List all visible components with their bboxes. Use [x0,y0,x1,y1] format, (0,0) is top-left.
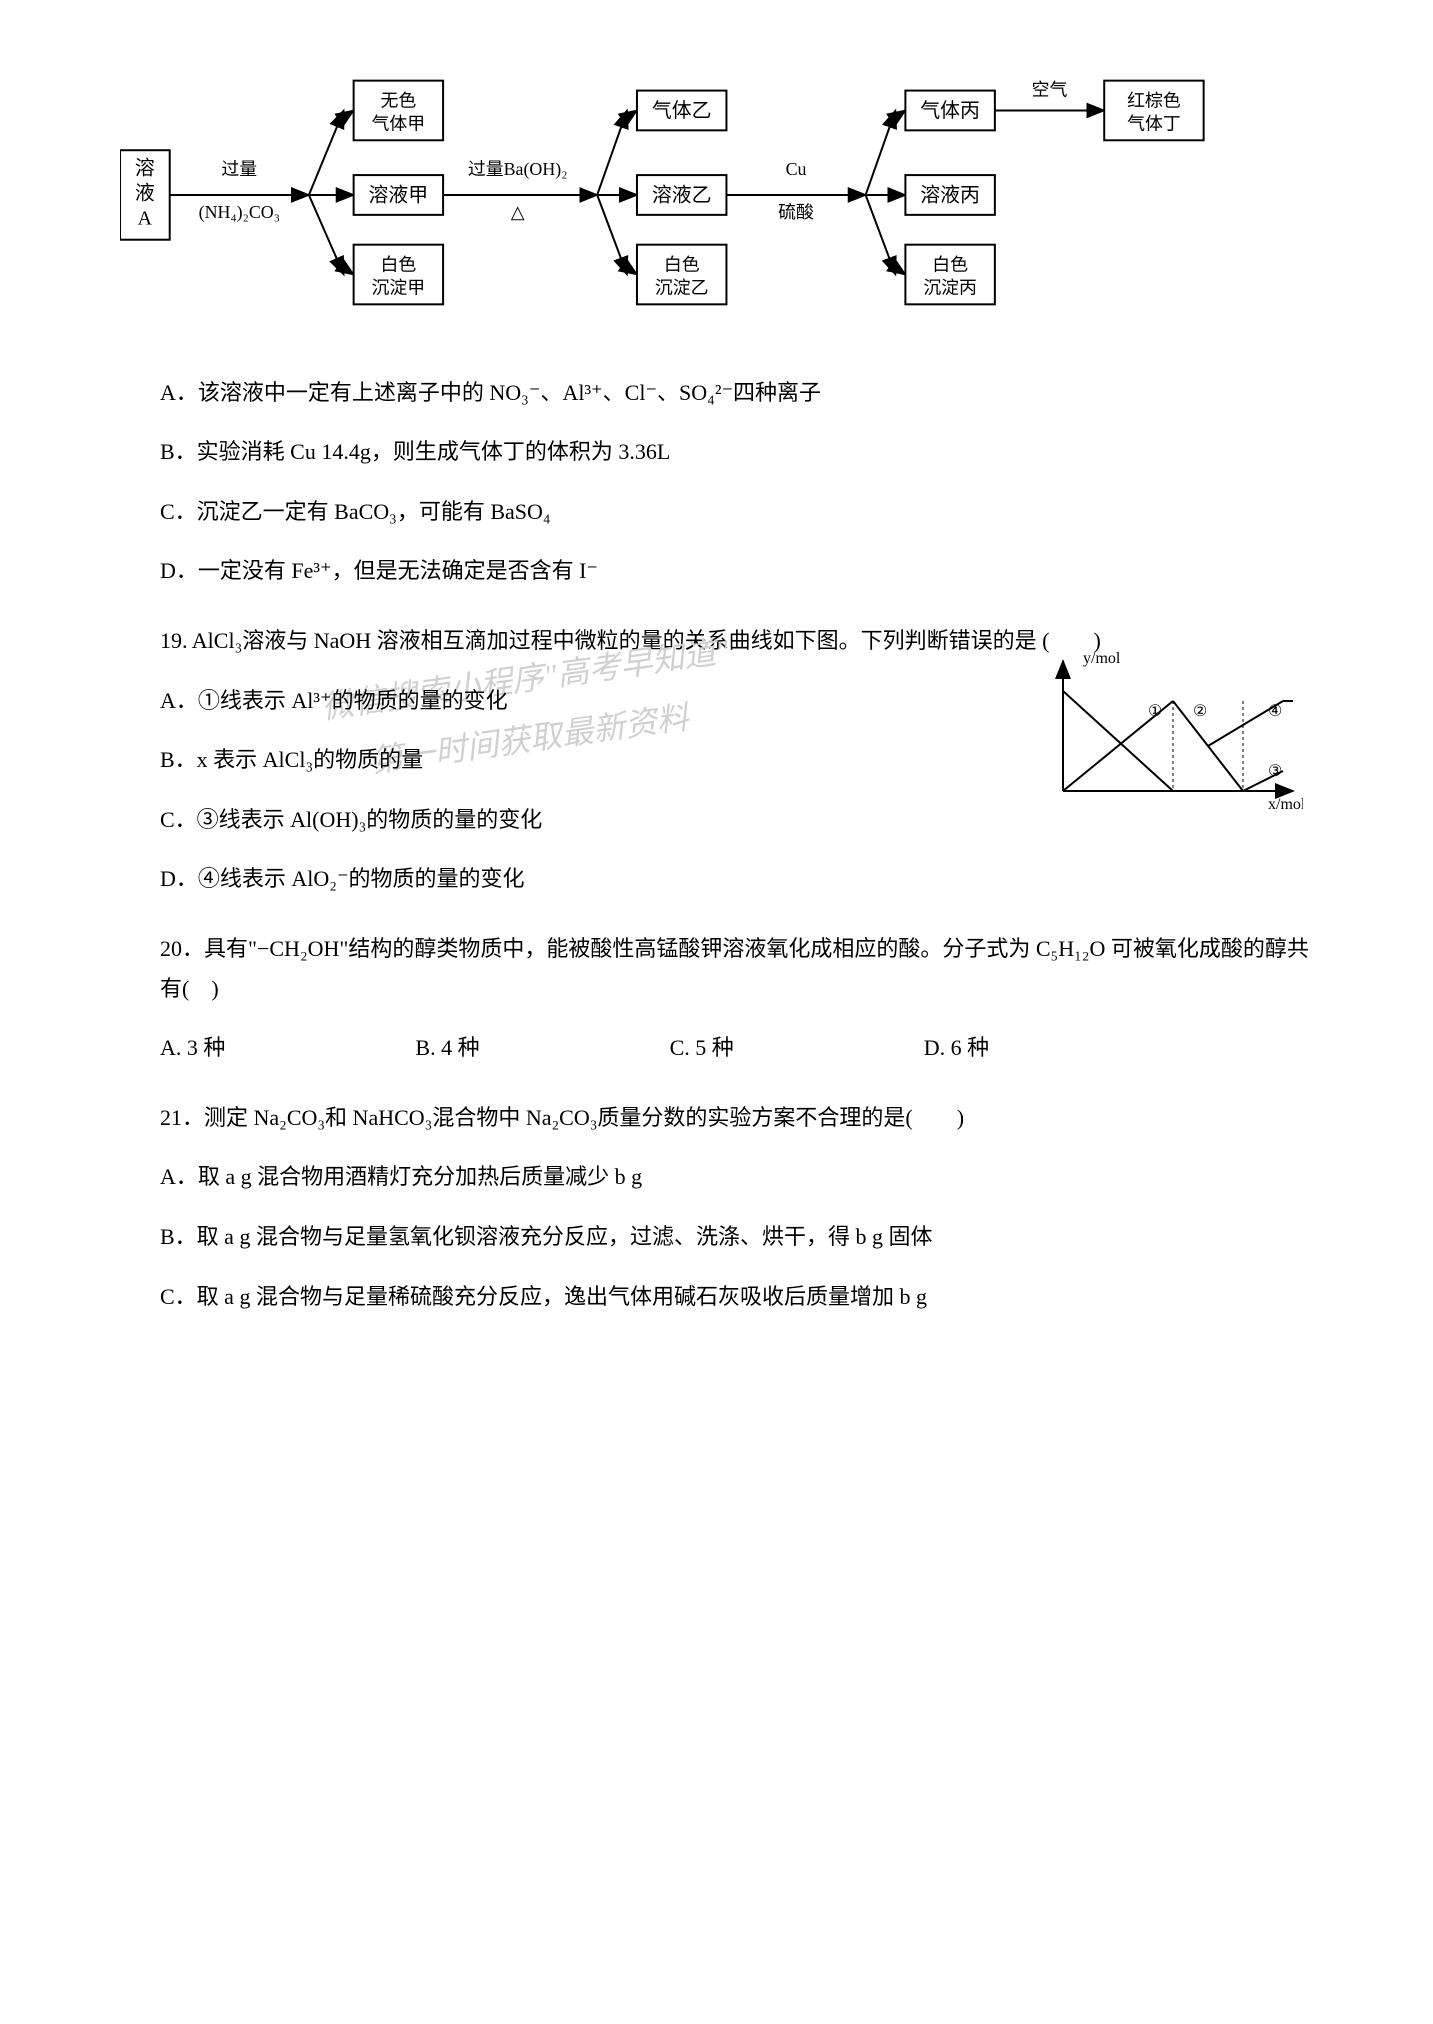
graph-ylabel: y/mol [1083,651,1121,667]
reagent-step2-bottom: △ [511,202,525,222]
q19-option-c: C．③线表示 Al(OH)₃的物质的量的变化 [120,800,1313,840]
reagent-step2-top: 过量Ba(OH)₂ [468,159,568,180]
box-solution-jia: 溶液甲 [369,185,429,207]
box-gas-yi: 气体乙 [652,100,712,122]
q19-option-d: D．④线表示 AlO₂⁻的物质的量的变化 [120,859,1313,899]
box-solution-bing: 溶液丙 [920,185,980,207]
reagent-step3-top: Cu [786,159,807,179]
reagent-step4: 空气 [1032,80,1068,100]
box-gas-bing: 气体丙 [920,100,980,122]
q18-option-c: C．沉淀乙一定有 BaCO₃，可能有 BaSO₄ [120,492,1313,532]
reagent-step3-bottom: 硫酸 [778,202,814,222]
q18-option-d: D．一定没有 Fe³⁺，但是无法确定是否含有 I⁻ [120,551,1313,591]
q20-option-c: C. 5 种 [670,1028,734,1068]
box-gas-ding-1: 红棕色 [1127,91,1181,111]
q18-option-a: A．该溶液中一定有上述离子中的 NO₃⁻、Al³⁺、Cl⁻、SO₄²⁻四种离子 [120,373,1313,413]
box-precipitate-yi-2: 沉淀乙 [655,278,709,298]
box-solution-a-1: 溶 [135,158,155,180]
box-gas-ding-2: 气体丁 [1127,113,1181,133]
q20-option-a: A. 3 种 [160,1028,225,1068]
box-precipitate-jia-1: 白色 [380,255,416,275]
reagent-step1-bottom: (NH₄)₂CO₃ [199,202,280,223]
q21-option-b: B．取 a g 混合物与足量氢氧化钡溶液充分反应，过滤、洗涤、烘干，得 b g … [120,1217,1313,1257]
box-precipitate-bing-2: 沉淀丙 [923,278,977,298]
reagent-step1-top: 过量 [221,159,257,179]
box-gas-jia-2: 气体甲 [372,113,426,133]
q21-stem: 21．测定 Na₂CO₃和 NaHCO₃混合物中 Na₂CO₃质量分数的实验方案… [120,1098,1313,1138]
box-solution-a-3: A [138,207,153,229]
q20-options: A. 3 种 B. 4 种 C. 5 种 D. 6 种 [120,1028,1313,1068]
q20-option-b: B. 4 种 [415,1028,479,1068]
box-precipitate-bing-1: 白色 [932,255,968,275]
box-precipitate-yi-1: 白色 [664,255,700,275]
box-solution-yi: 溶液乙 [652,185,712,207]
box-gas-jia-1: 无色 [380,91,416,111]
q19-option-b: B．x 表示 AlCl₃的物质的量 [120,740,1313,780]
q19-option-a: A．①线表示 Al³⁺的物质的量的变化 [120,681,1313,721]
box-precipitate-jia-2: 沉淀甲 [372,278,426,298]
q20-option-d: D. 6 种 [924,1028,989,1068]
q21-option-a: A．取 a g 混合物用酒精灯充分加热后质量减少 b g [120,1157,1313,1197]
box-solution-a-2: 液 [135,183,155,205]
q18-option-b: B．实验消耗 Cu 14.4g，则生成气体丁的体积为 3.36L [120,432,1313,472]
flowchart-svg: 溶 液 A 过量 (NH₄)₂CO₃ 无色 气体甲 溶液甲 白色 沉淀甲 过量B… [120,60,1313,320]
q20-stem: 20．具有"−CH₂OH"结构的醇类物质中，能被酸性高锰酸钾溶液氧化成相应的酸。… [120,929,1313,1008]
flowchart-diagram: 溶 液 A 过量 (NH₄)₂CO₃ 无色 气体甲 溶液甲 白色 沉淀甲 过量B… [120,60,1313,333]
q21-option-c: C．取 a g 混合物与足量稀硫酸充分反应，逸出气体用碱石灰吸收后质量增加 b … [120,1277,1313,1317]
